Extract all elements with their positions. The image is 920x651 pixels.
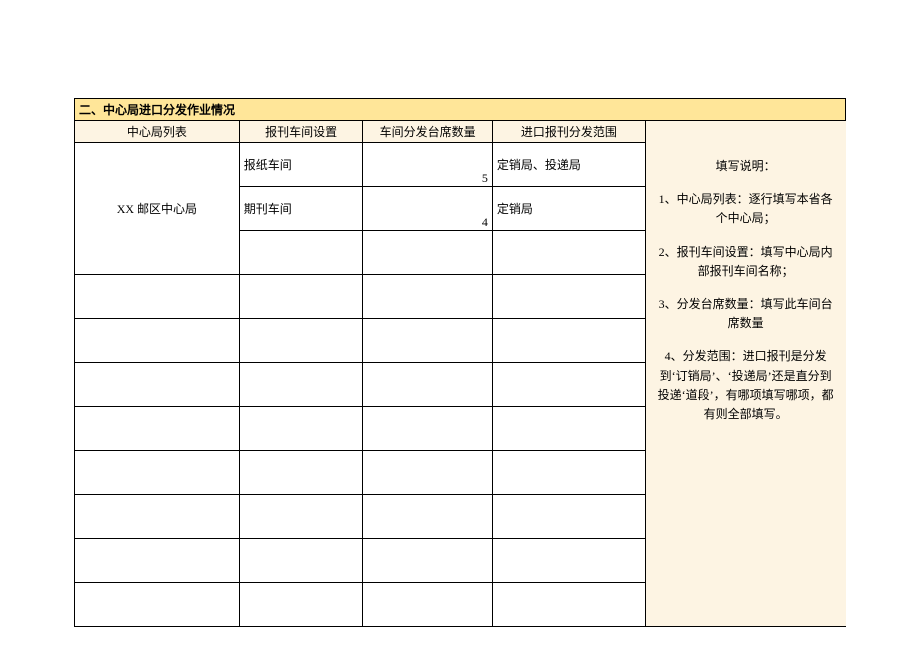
cell-seats: 4 [363,187,492,231]
cell-scope [492,539,645,583]
cell-scope [492,231,645,275]
cell-seats [363,275,492,319]
col-header-1: 报刊车间设置 [239,121,363,143]
cell-seats [363,451,492,495]
cell-workshop [239,319,363,363]
cell-seats [363,539,492,583]
instructions-lead: 填写说明： [654,157,838,176]
cell-scope [492,275,645,319]
section-title: 二、中心局进口分发作业情况 [75,99,846,121]
cell-seats [363,495,492,539]
cell-seats [363,319,492,363]
table-container: 二、中心局进口分发作业情况中心局列表报刊车间设置车间分发台席数量进口报刊分发范围… [74,98,846,627]
cell-workshop [239,495,363,539]
cell-center [75,495,240,539]
cell-workshop: 期刊车间 [239,187,363,231]
table-header-row: 中心局列表报刊车间设置车间分发台席数量进口报刊分发范围填写说明：1、中心局列表：… [75,121,846,143]
cell-workshop [239,275,363,319]
cell-seats [363,583,492,627]
cell-center [75,451,240,495]
cell-scope: 定销局、投递局 [492,143,645,187]
cell-workshop: 报纸车间 [239,143,363,187]
cell-scope [492,363,645,407]
cell-center [75,583,240,627]
cell-workshop [239,583,363,627]
cell-center [75,363,240,407]
cell-workshop [239,407,363,451]
cell-workshop [239,363,363,407]
cell-seats [363,407,492,451]
section-title-row: 二、中心局进口分发作业情况 [75,99,846,121]
cell-scope [492,495,645,539]
cell-scope [492,451,645,495]
cell-scope: 定销局 [492,187,645,231]
instructions-item-1: 2、报刊车间设置：填写中心局内部报刊车间名称； [654,243,838,281]
instructions-item-3: 4、分发范围：进口报刊是分发到‘订销局’、‘投递局’还是直分到投递‘道段’，有哪… [654,347,838,424]
cell-seats [363,231,492,275]
cell-workshop [239,539,363,583]
cell-seats: 5 [363,143,492,187]
col-header-2: 车间分发台席数量 [363,121,492,143]
col-header-0: 中心局列表 [75,121,240,143]
cell-center: XX 邮区中心局 [75,143,240,275]
cell-center [75,275,240,319]
cell-scope [492,407,645,451]
page: 二、中心局进口分发作业情况中心局列表报刊车间设置车间分发台席数量进口报刊分发范围… [0,0,920,651]
cell-workshop [239,451,363,495]
cell-scope [492,319,645,363]
instructions-item-0: 1、中心局列表：逐行填写本省各个中心局； [654,190,838,228]
instructions-cell: 填写说明： 1、中心局列表：逐行填写本省各个中心局； 2、报刊车间设置：填写中心局内… [645,121,845,627]
cell-center [75,539,240,583]
cell-seats [363,363,492,407]
cell-workshop [239,231,363,275]
cell-center [75,319,240,363]
cell-scope [492,583,645,627]
cell-center [75,407,240,451]
col-header-3: 进口报刊分发范围 [492,121,645,143]
instructions-item-2: 3、分发台席数量：填写此车间台席数量 [654,295,838,333]
distribution-table: 二、中心局进口分发作业情况中心局列表报刊车间设置车间分发台席数量进口报刊分发范围… [74,98,846,627]
